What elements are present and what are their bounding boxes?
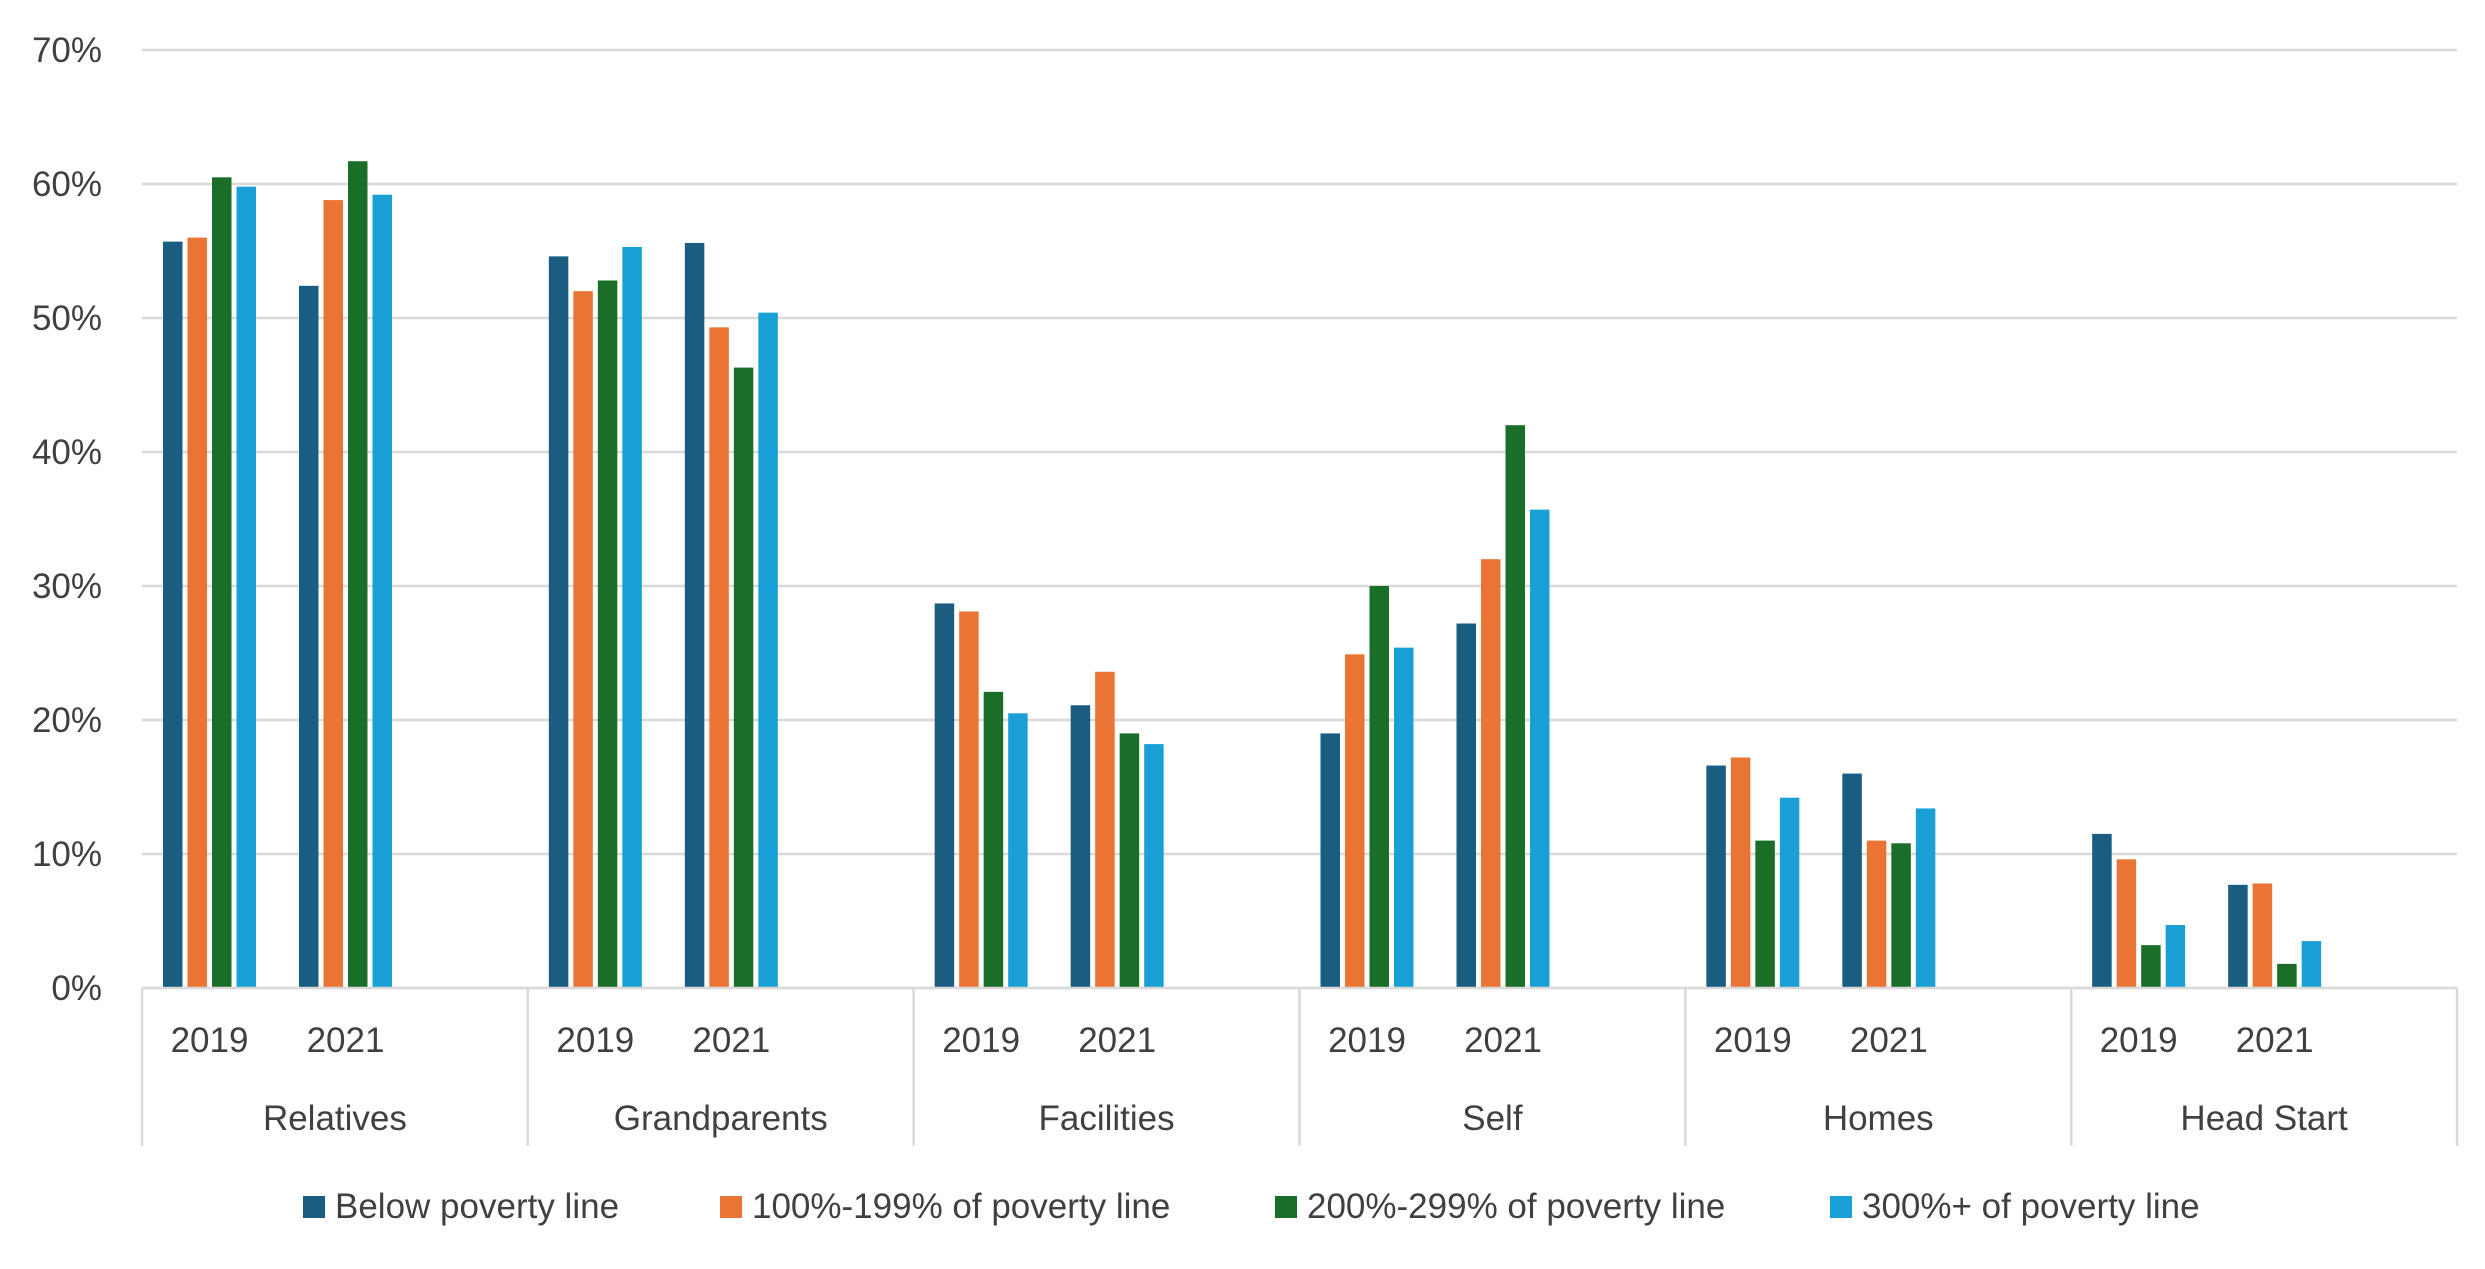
bar — [758, 312, 778, 988]
bar — [2252, 883, 2273, 988]
bar — [348, 161, 368, 989]
bar — [1456, 623, 1476, 988]
legend-swatch — [303, 1196, 325, 1218]
bar — [597, 280, 618, 989]
bar — [1505, 425, 1525, 988]
x-tick-label-year: 2019 — [556, 1021, 634, 1060]
x-category-label: Homes — [1823, 1099, 1934, 1138]
bar — [2277, 963, 2297, 988]
x-tick-label-year: 2021 — [1078, 1021, 1156, 1060]
legend-entry-label: 300%+ of poverty line — [1862, 1187, 2200, 1226]
bar — [163, 241, 183, 988]
y-tick-label: 20% — [32, 701, 102, 740]
legend-swatch — [1275, 1196, 1297, 1218]
bar — [2228, 884, 2248, 988]
bar — [934, 603, 955, 988]
y-tick-label: 40% — [32, 433, 102, 472]
bar — [2141, 945, 2161, 988]
x-tick-label-year: 2019 — [942, 1021, 1020, 1060]
bar — [1394, 647, 1414, 988]
y-tick-label: 30% — [32, 567, 102, 606]
gridlines — [142, 48, 2457, 990]
bar — [2116, 859, 2137, 988]
bar — [1779, 797, 1800, 988]
bar — [959, 611, 979, 988]
y-tick-label: 70% — [32, 31, 102, 70]
legend-entry-label: Below poverty line — [335, 1187, 619, 1226]
x-tick-label-year: 2021 — [2236, 1021, 2314, 1060]
bar — [733, 367, 754, 989]
bar — [299, 285, 319, 989]
bar — [548, 256, 569, 988]
y-tick-label: 10% — [32, 835, 102, 874]
bar — [2165, 925, 2186, 988]
x-category-label: Head Start — [2180, 1099, 2348, 1138]
x-tick-label-year: 2021 — [1464, 1021, 1542, 1060]
bar — [1070, 705, 1091, 988]
y-tick-label: 50% — [32, 299, 102, 338]
bar — [709, 327, 729, 988]
bar — [1481, 559, 1501, 988]
x-tick-label-year: 2019 — [171, 1021, 249, 1060]
x-tick-label-year: 2021 — [307, 1021, 385, 1060]
bar — [1730, 757, 1751, 988]
bar — [1866, 840, 1887, 988]
bar — [1530, 509, 1550, 988]
y-tick-label: 60% — [32, 165, 102, 204]
bars — [163, 161, 2322, 989]
bar — [1915, 808, 1936, 988]
bar — [1095, 671, 1115, 988]
bar — [1144, 744, 1164, 988]
x-category-label: Self — [1462, 1099, 1523, 1138]
bar — [2092, 833, 2112, 988]
bar — [1891, 843, 1911, 988]
x-tick-label-year: 2019 — [2100, 1021, 2178, 1060]
legend-swatch — [1830, 1196, 1852, 1218]
bar — [573, 291, 593, 988]
x-category-label: Grandparents — [614, 1099, 828, 1138]
x-category-label: Relatives — [263, 1099, 407, 1138]
x-tick-label-year: 2019 — [1328, 1021, 1406, 1060]
bar — [372, 194, 392, 989]
bar — [1345, 654, 1365, 988]
bar — [1008, 713, 1028, 988]
x-tick-label-year: 2019 — [1714, 1021, 1792, 1060]
x-category-label: Facilities — [1039, 1099, 1175, 1138]
bar — [236, 186, 256, 988]
bar — [187, 237, 207, 989]
x-tick-label-year: 2021 — [1850, 1021, 1928, 1060]
bar — [1706, 765, 1726, 988]
x-tick-label-year: 2021 — [692, 1021, 770, 1060]
legend-entry-label: 100%-199% of poverty line — [752, 1187, 1170, 1226]
bar — [684, 242, 705, 988]
bar — [212, 177, 232, 989]
bar — [1320, 733, 1340, 988]
bar — [323, 200, 343, 988]
axes: 0% 10% 20% 30% 40% 50% 60% 70% 2019 2021 Relatives… — [32, 31, 2459, 1146]
legend-entry-label: 200%-299% of poverty line — [1307, 1187, 1725, 1226]
bar — [1369, 586, 1389, 988]
bar — [622, 246, 642, 989]
bar — [1755, 840, 1775, 988]
bar — [1842, 773, 1862, 988]
y-tick-label: 0% — [51, 969, 102, 1008]
legend-swatch — [720, 1196, 742, 1218]
bar — [983, 691, 1004, 988]
legend: Below poverty line 100%-199% of poverty l… — [303, 1187, 2200, 1226]
bar — [2301, 941, 2322, 988]
bar — [1119, 733, 1140, 988]
